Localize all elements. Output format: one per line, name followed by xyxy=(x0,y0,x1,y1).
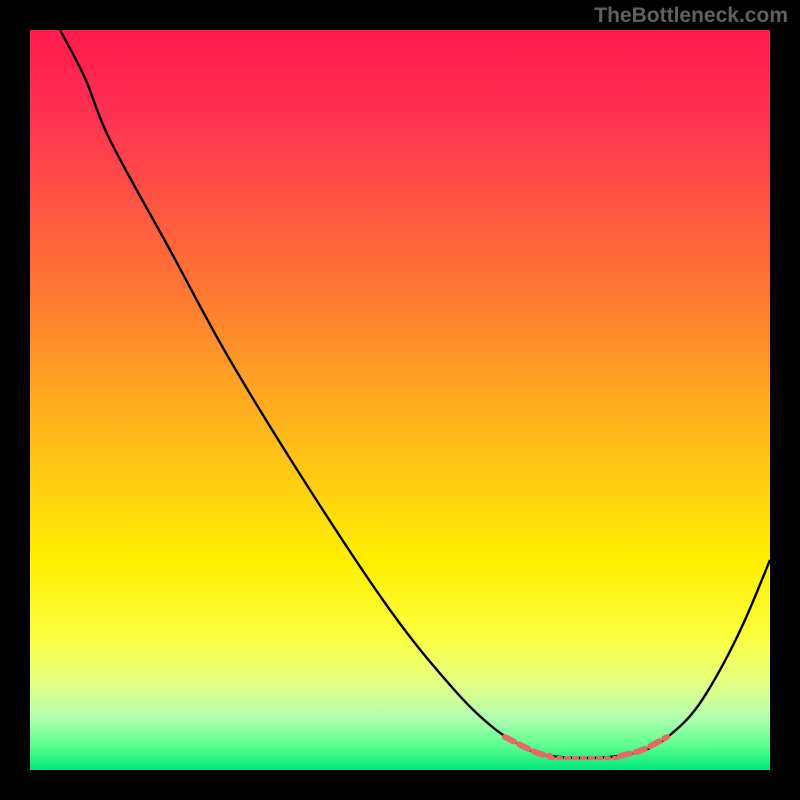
dashed-segment-left xyxy=(505,737,550,756)
watermark-text: TheBottleneck.com xyxy=(594,4,788,28)
v-curve-line xyxy=(60,30,770,758)
bottleneck-chart xyxy=(30,30,770,770)
dashed-segment-right xyxy=(620,737,667,756)
v-curve-overlay xyxy=(30,30,770,770)
